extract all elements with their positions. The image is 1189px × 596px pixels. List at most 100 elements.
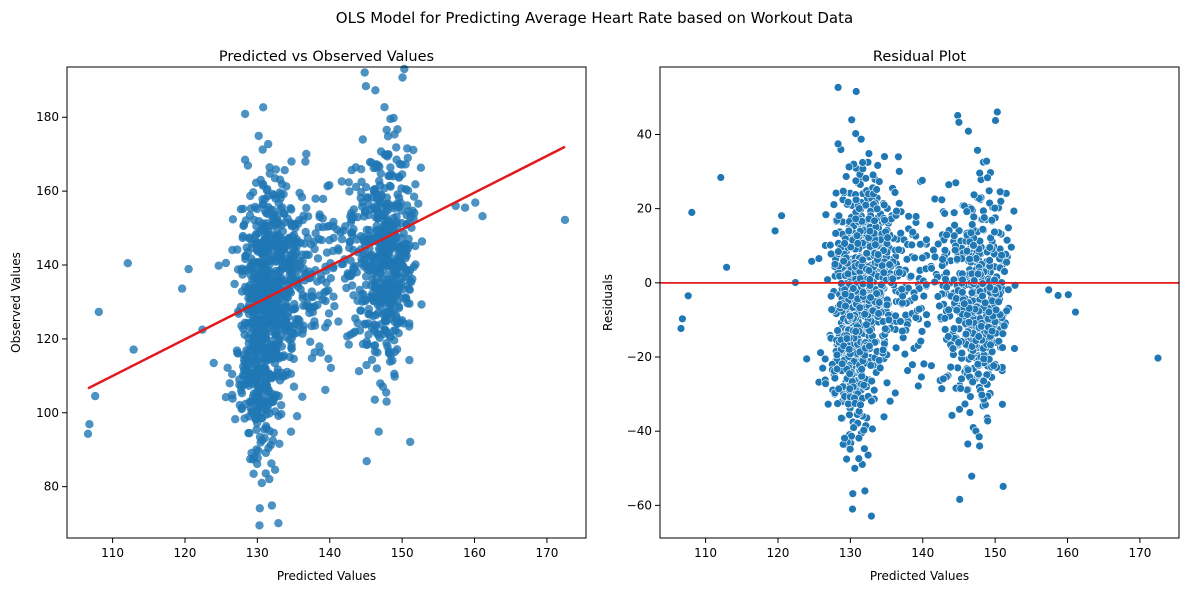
data-point xyxy=(261,422,271,431)
data-point xyxy=(411,180,420,189)
data-point xyxy=(245,374,254,384)
data-point xyxy=(900,349,910,359)
data-point xyxy=(384,346,394,355)
data-point xyxy=(286,250,295,260)
data-point xyxy=(962,246,972,256)
data-point xyxy=(363,340,372,349)
data-point xyxy=(267,501,277,510)
data-point xyxy=(851,327,860,336)
data-point xyxy=(875,363,885,373)
data-point xyxy=(370,347,380,356)
data-point xyxy=(860,486,870,496)
data-point xyxy=(251,414,260,424)
data-point xyxy=(851,214,860,224)
data-point xyxy=(974,432,984,441)
data-point xyxy=(228,215,238,224)
data-point xyxy=(298,392,307,401)
data-point xyxy=(259,103,268,112)
data-point xyxy=(1009,206,1019,216)
data-point xyxy=(362,457,371,466)
data-point xyxy=(252,316,262,325)
data-point xyxy=(927,361,936,370)
data-point xyxy=(948,344,958,353)
y-tick-label: −40 xyxy=(627,424,652,438)
data-point xyxy=(957,374,966,383)
data-point xyxy=(989,361,998,370)
data-point xyxy=(390,372,399,381)
data-point xyxy=(851,129,860,138)
data-point xyxy=(414,199,423,208)
data-point xyxy=(397,184,406,193)
data-point xyxy=(722,263,731,272)
data-point xyxy=(177,284,187,293)
data-point xyxy=(330,302,339,311)
data-point xyxy=(256,341,265,351)
data-point xyxy=(258,331,267,340)
data-point xyxy=(882,300,892,310)
y-tick-label: 80 xyxy=(44,480,59,494)
left-plot-frame xyxy=(66,66,587,539)
data-point xyxy=(894,245,903,254)
data-point xyxy=(365,225,374,235)
data-point xyxy=(884,315,894,325)
data-point xyxy=(947,411,957,420)
data-point xyxy=(387,170,396,179)
data-point xyxy=(952,294,961,303)
data-point xyxy=(366,251,375,261)
data-point xyxy=(401,293,410,302)
right-scatter-points xyxy=(676,83,1163,521)
data-point xyxy=(409,214,418,223)
data-point xyxy=(267,459,276,468)
data-point xyxy=(930,252,940,262)
data-point xyxy=(891,388,900,398)
data-point xyxy=(858,158,867,167)
data-point xyxy=(346,330,355,339)
data-point xyxy=(985,198,994,208)
data-point xyxy=(1044,285,1053,295)
data-point xyxy=(888,274,897,284)
data-point xyxy=(253,247,262,256)
data-point xyxy=(249,469,258,478)
right-plot-title: Residual Plot xyxy=(873,49,966,65)
data-point xyxy=(411,241,420,251)
data-point xyxy=(944,332,953,341)
data-point xyxy=(359,250,368,259)
data-point xyxy=(255,504,264,513)
data-point xyxy=(301,227,310,237)
data-point xyxy=(916,337,925,346)
data-point xyxy=(471,198,480,207)
data-point xyxy=(324,309,334,318)
data-point xyxy=(267,314,276,323)
data-point xyxy=(263,404,272,413)
data-point xyxy=(299,211,308,220)
x-tick-label: 140 xyxy=(911,546,934,560)
data-point xyxy=(895,167,904,176)
data-point xyxy=(1002,306,1011,315)
data-point xyxy=(842,334,852,343)
data-point xyxy=(937,384,946,393)
data-point xyxy=(289,382,299,391)
data-point xyxy=(837,414,846,423)
right-y-axis-label: Residuals xyxy=(601,274,615,331)
data-point xyxy=(265,284,275,293)
data-point xyxy=(389,326,398,335)
data-point xyxy=(277,221,286,230)
data-point xyxy=(683,291,693,300)
data-point xyxy=(957,348,967,358)
data-point xyxy=(362,360,371,370)
data-point xyxy=(960,399,970,409)
data-point xyxy=(345,187,354,196)
data-point xyxy=(991,116,1000,125)
data-point xyxy=(391,264,401,273)
data-point xyxy=(264,369,273,378)
data-point xyxy=(938,255,947,264)
data-point xyxy=(896,229,905,238)
data-point xyxy=(351,314,360,323)
data-point xyxy=(998,400,1007,409)
data-point xyxy=(334,317,343,326)
data-point xyxy=(394,283,404,292)
data-point xyxy=(903,366,912,375)
data-point xyxy=(892,206,901,216)
data-point xyxy=(91,391,100,401)
